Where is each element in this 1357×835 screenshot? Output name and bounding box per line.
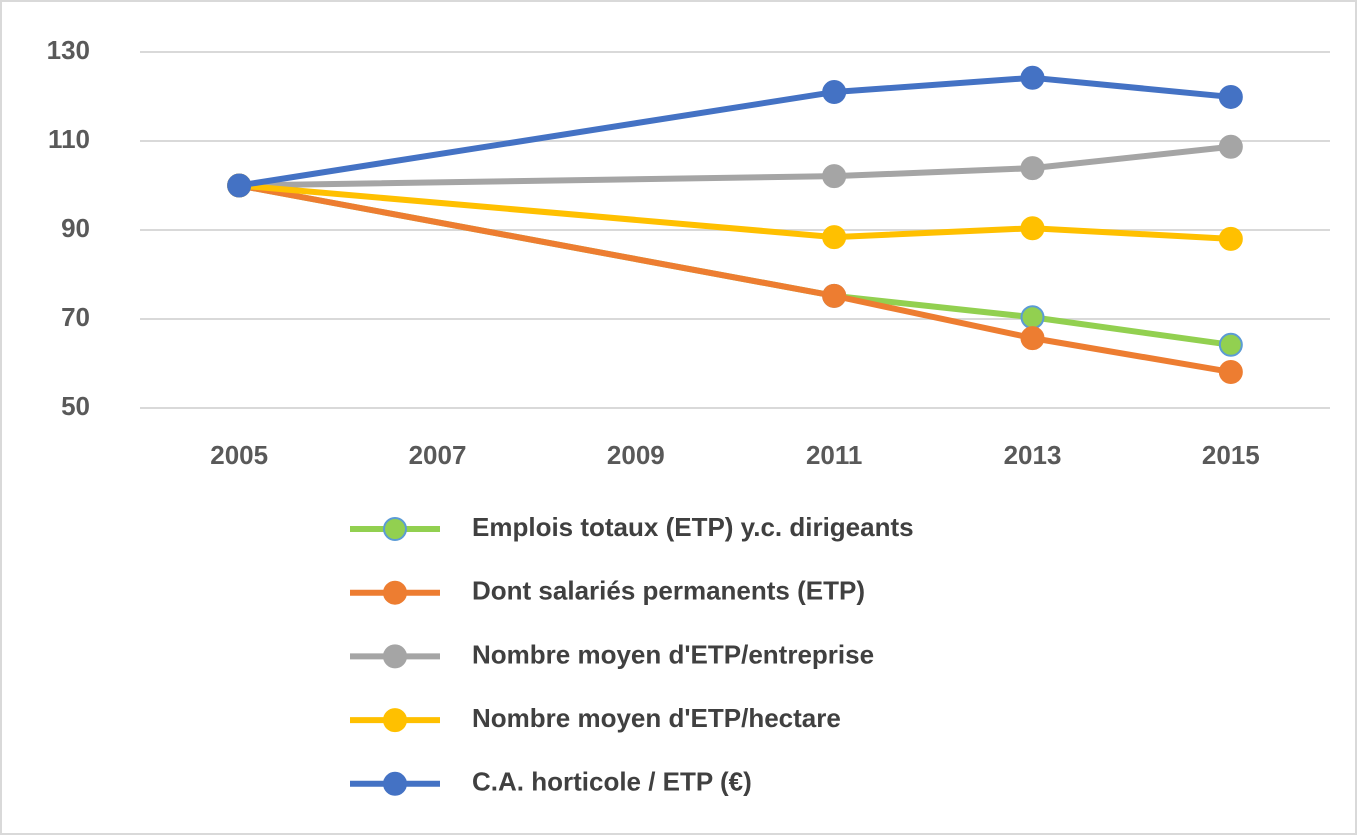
series-marker xyxy=(227,173,252,198)
series-marker xyxy=(822,225,847,250)
legend-label: Nombre moyen d'ETP/hectare xyxy=(472,703,841,733)
legend-marker xyxy=(383,580,407,605)
y-tick-label: 50 xyxy=(61,391,90,421)
legend-label: C.A. horticole / ETP (€) xyxy=(472,767,752,797)
series-marker xyxy=(1020,156,1045,181)
series-marker xyxy=(1020,326,1045,351)
series-marker xyxy=(822,164,847,189)
series-marker xyxy=(1218,84,1243,109)
series-marker xyxy=(1218,134,1243,159)
x-tick-label: 2013 xyxy=(1004,440,1062,470)
legend-marker xyxy=(383,644,407,669)
legend-label: Nombre moyen d'ETP/entreprise xyxy=(472,639,874,669)
series-line xyxy=(238,74,1232,189)
legend-marker xyxy=(383,708,407,733)
series-line xyxy=(238,182,1231,242)
x-tick-label: 2015 xyxy=(1202,440,1260,470)
series-marker xyxy=(1218,226,1243,251)
y-tick-label: 70 xyxy=(61,302,90,332)
legend-marker xyxy=(383,771,407,796)
series-marker xyxy=(1020,65,1045,90)
series-marker xyxy=(1218,359,1243,384)
y-tick-label: 90 xyxy=(61,213,90,243)
x-tick-label: 2005 xyxy=(210,440,268,470)
x-tick-label: 2009 xyxy=(607,440,665,470)
legend-label: Dont salariés permanents (ETP) xyxy=(472,576,865,606)
legend-label: Emplois totaux (ETP) y.c. dirigeants xyxy=(472,512,914,542)
x-tick-label: 2011 xyxy=(806,440,862,470)
series-marker xyxy=(1020,305,1045,330)
legend-marker xyxy=(383,517,407,541)
y-tick-label: 110 xyxy=(48,124,90,154)
series-line xyxy=(239,143,1232,189)
series-marker xyxy=(822,283,847,308)
x-tick-label: 2007 xyxy=(409,440,467,470)
series-marker xyxy=(1020,216,1045,241)
series-line xyxy=(238,182,1232,375)
series-marker xyxy=(822,80,847,105)
series-marker xyxy=(1218,332,1243,357)
y-tick-label: 130 xyxy=(47,35,90,65)
